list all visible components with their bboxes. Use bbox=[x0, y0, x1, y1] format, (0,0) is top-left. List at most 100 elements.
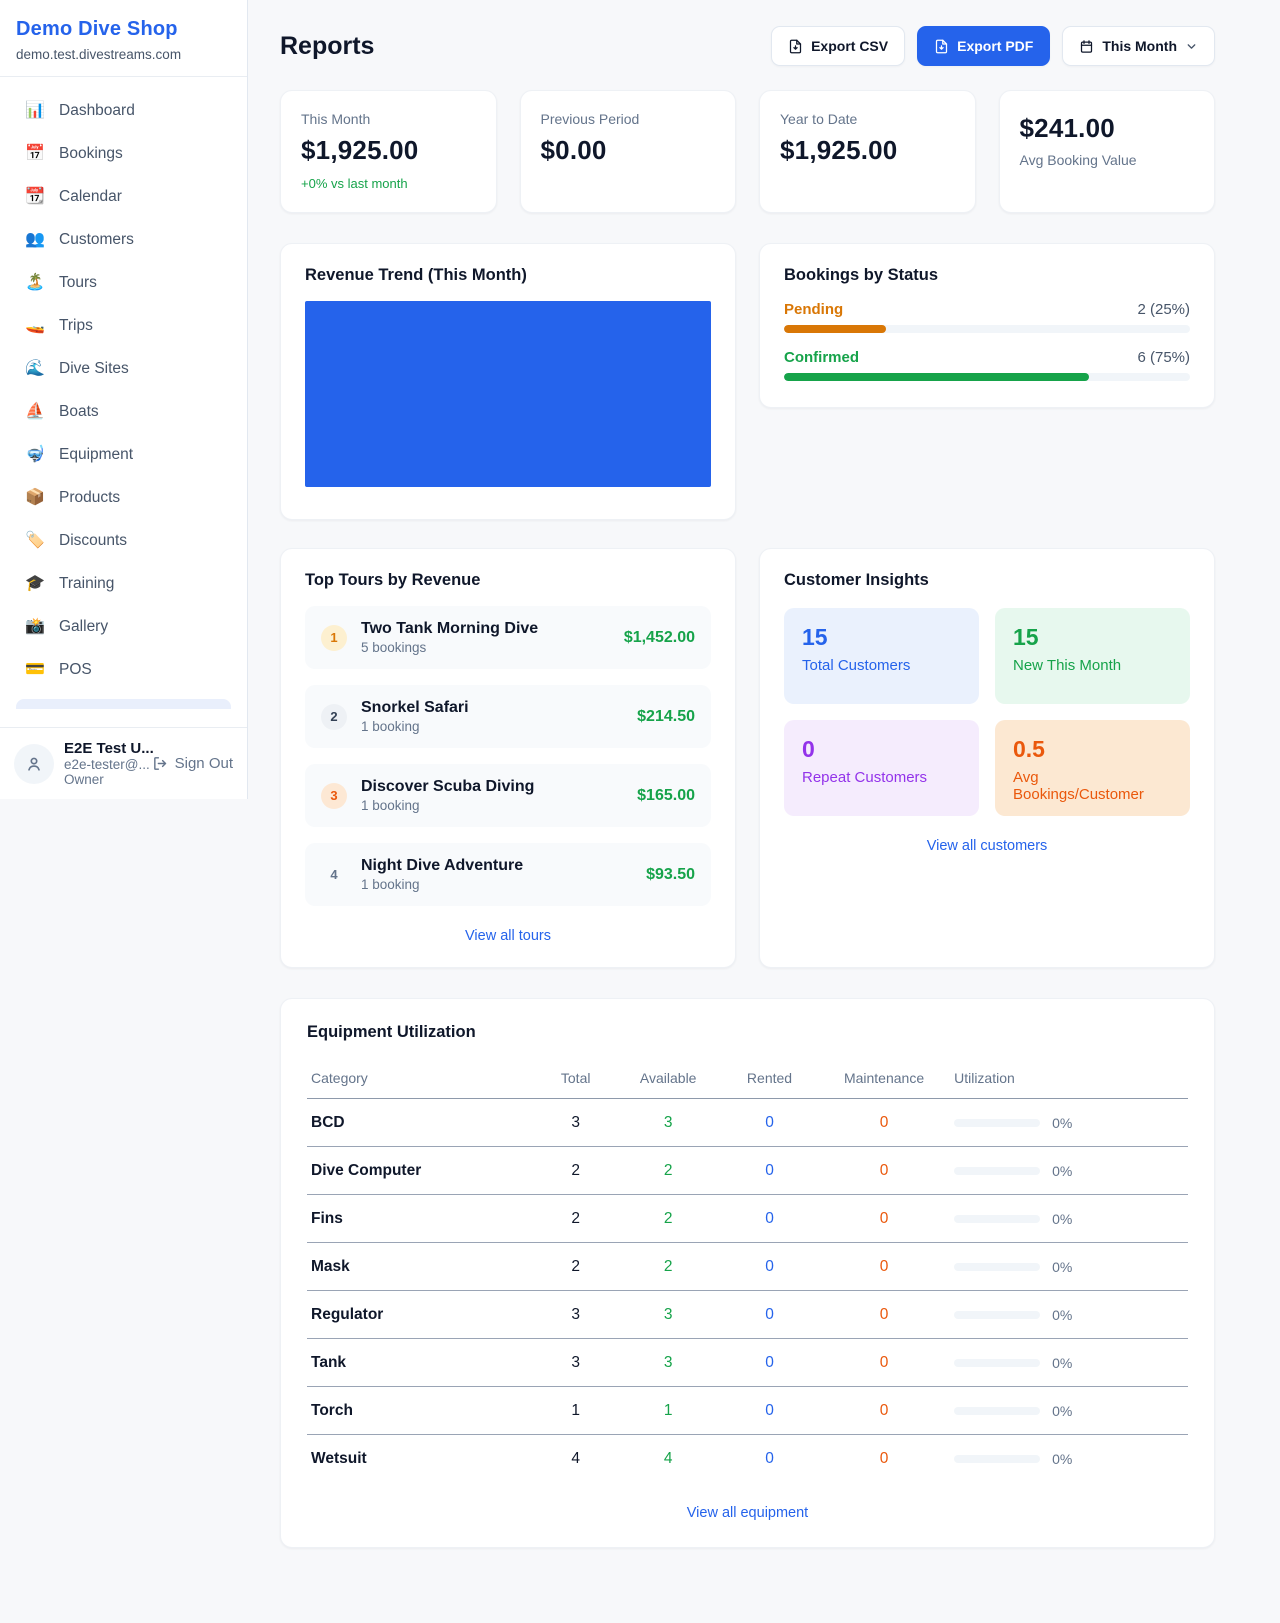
sidebar-item-dashboard[interactable]: 📊 Dashboard bbox=[8, 89, 239, 132]
stat-delta: +0% vs last month bbox=[301, 176, 408, 191]
page-header: Reports Export CSV Export PDF This Month bbox=[280, 26, 1215, 66]
period-dropdown[interactable]: This Month bbox=[1062, 26, 1215, 66]
calendar-date-icon: 📅 bbox=[25, 144, 45, 162]
utilization-bar bbox=[954, 1358, 1041, 1367]
export-csv-button[interactable]: Export CSV bbox=[771, 26, 906, 66]
credit-card-icon: 💳 bbox=[25, 660, 45, 678]
col-maintenance: Maintenance bbox=[817, 1062, 951, 1099]
sidebar-item-equipment[interactable]: 🤿 Equipment bbox=[8, 433, 239, 476]
cell-category: Tank bbox=[307, 1338, 537, 1387]
status-progress-fill bbox=[784, 373, 1089, 381]
main-content: Reports Export CSV Export PDF This Month… bbox=[248, 0, 1280, 1623]
utilization-percent: 0% bbox=[1052, 1162, 1073, 1179]
cell-utilization: 0% bbox=[950, 1194, 1188, 1243]
cell-total: 2 bbox=[536, 1194, 616, 1243]
status-count: 6 (75%) bbox=[1137, 349, 1190, 366]
cell-total: 4 bbox=[571, 1449, 580, 1467]
cell-category: BCD bbox=[307, 1098, 537, 1147]
utilization-percent: 0% bbox=[1052, 1354, 1073, 1371]
sidebar-item-discounts[interactable]: 🏷️ Discounts bbox=[8, 519, 239, 562]
sidebar-item-dive-sites[interactable]: 🌊 Dive Sites bbox=[8, 347, 239, 390]
tour-bookings: 1 booking bbox=[361, 719, 420, 734]
insight-value: 15 bbox=[802, 624, 828, 650]
utilization-bar bbox=[954, 1406, 1041, 1415]
cell-rented: 0 bbox=[721, 1242, 818, 1291]
sidebar-user-footer: E2E Test U... e2e-tester@... Owner Sign … bbox=[0, 727, 247, 799]
status-row-pending: Pending 2 (25%) bbox=[784, 301, 1190, 333]
user-info: E2E Test U... e2e-tester@... Owner bbox=[64, 740, 154, 787]
cell-rented: 0 bbox=[721, 1290, 818, 1339]
view-all-tours-link[interactable]: View all tours bbox=[465, 928, 551, 944]
top-tours-title: Top Tours by Revenue bbox=[305, 571, 481, 589]
sidebar-item-label: Discounts bbox=[59, 531, 128, 549]
sidebar-item-reports-partial[interactable] bbox=[16, 699, 231, 709]
shop-title: Demo Dive Shop bbox=[16, 18, 178, 40]
customer-insights-title: Customer Insights bbox=[784, 571, 929, 589]
tour-name: Night Dive Adventure bbox=[361, 857, 524, 874]
cell-utilization: 0% bbox=[950, 1098, 1188, 1147]
equipment-table: Category Total Available Rented Maintena… bbox=[307, 1062, 1188, 1483]
stat-card-avg-booking-value: $241.00 Avg Booking Value bbox=[998, 90, 1215, 213]
insight-new-this-month: 15 New This Month bbox=[995, 608, 1190, 704]
bookings-by-status-title: Bookings by Status bbox=[784, 266, 939, 284]
stat-card-previous-period: Previous Period $0.00 bbox=[519, 90, 736, 213]
stat-label: Avg Booking Value bbox=[1019, 152, 1137, 168]
cell-available: 1 bbox=[615, 1386, 722, 1435]
view-all-customers-link[interactable]: View all customers bbox=[926, 838, 1048, 854]
utilization-percent: 0% bbox=[1052, 1258, 1073, 1275]
tour-info: Snorkel Safari 1 booking bbox=[361, 699, 469, 734]
insight-value: 0.5 bbox=[1013, 736, 1045, 762]
sidebar-item-boats[interactable]: ⛵ Boats bbox=[8, 390, 239, 433]
cell-rented: 0 bbox=[721, 1386, 818, 1435]
cell-utilization: 0% bbox=[950, 1338, 1188, 1387]
cell-utilization: 0% bbox=[950, 1290, 1188, 1339]
stat-label: Previous Period bbox=[540, 111, 640, 127]
stat-card-this-month: This Month $1,925.00 +0% vs last month bbox=[280, 90, 497, 213]
camera-icon: 📸 bbox=[25, 617, 45, 635]
export-csv-label: Export CSV bbox=[811, 38, 889, 54]
sidebar-item-calendar[interactable]: 📆 Calendar bbox=[8, 175, 239, 218]
chevron-down-icon bbox=[1187, 43, 1196, 49]
sidebar-item-tours[interactable]: 🏝️ Tours bbox=[8, 261, 239, 304]
tour-name: Discover Scuba Diving bbox=[361, 778, 535, 795]
sidebar-item-label: Calendar bbox=[59, 187, 122, 205]
revenue-trend-card: Revenue Trend (This Month) bbox=[280, 243, 736, 520]
view-all-equipment-link[interactable]: View all equipment bbox=[686, 1504, 809, 1521]
tour-bookings: 5 bookings bbox=[361, 640, 427, 655]
sidebar-item-label: Bookings bbox=[59, 144, 123, 162]
cell-available: 2 bbox=[615, 1194, 722, 1243]
stat-value: $1,925.00 bbox=[301, 135, 419, 165]
col-category: Category bbox=[307, 1062, 537, 1099]
page-title: Reports bbox=[280, 31, 375, 60]
status-count: 2 (25%) bbox=[1137, 301, 1190, 318]
sidebar-item-gallery[interactable]: 📸 Gallery bbox=[8, 605, 239, 648]
sign-out-button[interactable]: Sign Out bbox=[152, 755, 233, 772]
insight-avg-bookings: 0.5 Avg Bookings/Customer bbox=[995, 720, 1190, 816]
bookings-by-status-card: Bookings by Status Pending 2 (25%) Confi… bbox=[759, 243, 1215, 408]
sidebar-item-bookings[interactable]: 📅 Bookings bbox=[8, 132, 239, 175]
table-row: Wetsuit 4 4 0 0 0% bbox=[307, 1435, 1188, 1483]
row2: Top Tours by Revenue 1 Two Tank Morning … bbox=[280, 548, 1215, 968]
stat-card-year-to-date: Year to Date $1,925.00 bbox=[759, 90, 976, 213]
cell-total: 3 bbox=[536, 1098, 616, 1147]
cell-category: Mask bbox=[307, 1242, 537, 1291]
sidebar-item-trips[interactable]: 🚤 Trips bbox=[8, 304, 239, 347]
sidebar-item-customers[interactable]: 👥 Customers bbox=[8, 218, 239, 261]
cell-maintenance: 0 bbox=[817, 1242, 951, 1291]
sidebar-item-pos[interactable]: 💳 POS bbox=[8, 648, 239, 691]
sidebar-item-products[interactable]: 📦 Products bbox=[8, 476, 239, 519]
stats-row: This Month $1,925.00 +0% vs last month P… bbox=[280, 90, 1215, 213]
sidebar-item-training[interactable]: 🎓 Training bbox=[8, 562, 239, 605]
sailboat-icon: ⛵ bbox=[25, 402, 45, 420]
island-icon: 🏝️ bbox=[25, 273, 45, 291]
cell-maintenance: 0 bbox=[817, 1338, 951, 1387]
stat-value: $0.00 bbox=[540, 135, 607, 165]
utilization-percent: 0% bbox=[1052, 1450, 1073, 1467]
sidebar-nav: 📊 Dashboard 📅 Bookings 📆 Calendar 👥 Customer… bbox=[0, 77, 247, 727]
people-icon: 👥 bbox=[25, 230, 45, 248]
cell-category: Torch bbox=[307, 1386, 537, 1435]
insight-repeat-customers: 0 Repeat Customers bbox=[784, 720, 979, 816]
tour-info: Discover Scuba Diving 1 booking bbox=[361, 778, 534, 813]
tour-name: Snorkel Safari bbox=[361, 699, 469, 716]
export-pdf-button[interactable]: Export PDF bbox=[917, 26, 1051, 66]
